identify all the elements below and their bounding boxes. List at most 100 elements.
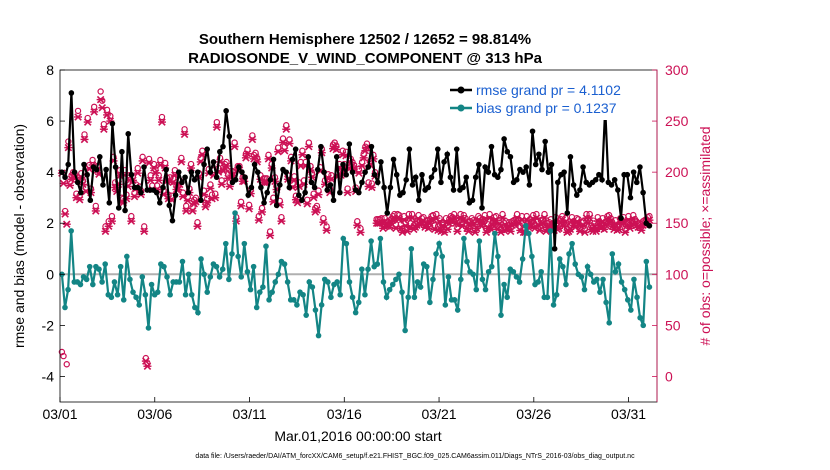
rmse-point xyxy=(299,197,305,204)
bias-point xyxy=(108,294,115,301)
bias-point xyxy=(272,279,279,285)
rmse-point xyxy=(169,217,176,224)
bias-point xyxy=(631,276,637,283)
bias-point xyxy=(522,222,529,229)
bias-point xyxy=(439,253,446,260)
bias-point xyxy=(492,230,498,237)
obs-assimilated-point xyxy=(506,227,515,236)
y-right-tick-label: 250 xyxy=(665,113,689,129)
bias-point xyxy=(68,228,74,234)
legend: rmse grand pr = 4.1102 bias grand pr = 0… xyxy=(446,80,656,120)
obs-assimilated-point xyxy=(585,214,594,222)
footer-data-file: data file: /Users/raeder/DAI/ATM_forcXX/… xyxy=(195,453,635,460)
rmse-point xyxy=(570,182,577,188)
rmse-point xyxy=(277,182,283,188)
bias-point xyxy=(309,284,316,290)
y-axis-right-label: # of obs: o=possible; ×=assimilated xyxy=(697,126,713,345)
obs-possible-point xyxy=(90,103,98,111)
bias-point xyxy=(414,279,421,285)
obs-assimilated-point xyxy=(241,154,250,162)
obs-possible-point xyxy=(499,210,506,218)
obs-assimilated-point xyxy=(535,226,544,235)
obs-possible-point xyxy=(134,164,141,172)
obs-assimilated-point xyxy=(332,145,341,154)
obs-assimilated-point xyxy=(75,195,84,204)
obs-assimilated-point xyxy=(266,231,275,240)
rmse-point xyxy=(248,184,255,191)
rmse-point xyxy=(501,136,507,142)
rmse-point xyxy=(273,202,280,209)
rmse-point xyxy=(564,210,571,216)
rmse-point xyxy=(416,197,422,204)
rmse-point xyxy=(425,184,432,191)
rmse-point xyxy=(532,161,539,168)
bias-point xyxy=(269,289,275,295)
bias-point xyxy=(519,256,526,262)
legend-rmse-marker xyxy=(457,86,465,94)
rmse-point xyxy=(627,194,634,201)
rmse-point xyxy=(371,171,378,178)
obs-possible-point xyxy=(63,361,70,368)
obs-assimilated-point xyxy=(584,219,593,227)
rmse-point xyxy=(498,166,504,173)
bias-point xyxy=(501,281,507,288)
rmse-point xyxy=(270,156,277,163)
bias-point xyxy=(201,271,207,278)
obs-assimilated-point xyxy=(561,218,570,226)
obs-possible-point xyxy=(305,139,313,146)
bias-point xyxy=(226,276,232,283)
obs-possible-point xyxy=(244,146,251,153)
rmse-point xyxy=(608,182,615,188)
obs-assimilated-point xyxy=(61,210,70,218)
rmse-point xyxy=(476,161,482,168)
bias-point xyxy=(359,266,365,273)
rmse-point xyxy=(283,169,289,175)
rmse-point xyxy=(485,169,492,175)
rmse-point xyxy=(245,192,252,198)
x-tick-label: 03/01 xyxy=(42,406,77,422)
obs-possible-point xyxy=(158,113,166,121)
bias-point xyxy=(473,286,480,293)
obs-possible-point xyxy=(84,114,91,122)
rmse-point xyxy=(330,197,337,204)
bias-point xyxy=(192,304,198,311)
rmse-point xyxy=(337,189,343,196)
rmse-point xyxy=(409,182,416,188)
rmse-point xyxy=(141,164,147,170)
rmse-point xyxy=(637,164,643,170)
bias-point xyxy=(349,294,356,301)
bias-point xyxy=(62,304,68,311)
bias-point xyxy=(470,271,476,278)
legend-bias-marker xyxy=(457,104,465,112)
rmse-point xyxy=(175,169,182,175)
rmse-point xyxy=(507,154,514,160)
obs-possible-point xyxy=(299,147,306,154)
rmse-point xyxy=(633,179,640,186)
obs-assimilated-point xyxy=(96,95,105,104)
obs-assimilated-point xyxy=(62,220,71,228)
rmse-point xyxy=(292,146,299,152)
rmse-point xyxy=(412,174,419,181)
rmse-point xyxy=(346,141,353,147)
rmse-point xyxy=(112,164,119,170)
obs-assimilated-point xyxy=(206,184,215,193)
bias-point xyxy=(238,274,245,280)
rmse-point xyxy=(226,133,233,140)
rmse-point xyxy=(122,207,128,214)
obs-assimilated-point xyxy=(354,169,363,177)
rmse-point xyxy=(166,202,173,209)
bias-point xyxy=(284,279,291,285)
rmse-point xyxy=(482,164,488,170)
chart-title-line2: RADIOSONDE_V_WIND_COMPONENT @ 313 hPa xyxy=(188,50,543,67)
bias-point xyxy=(637,314,643,321)
bias-point xyxy=(612,268,619,275)
y-left-tick-label: 2 xyxy=(46,215,54,231)
bias-point xyxy=(355,299,362,306)
bias-point xyxy=(142,291,149,298)
obs-possible-point xyxy=(213,118,221,126)
bias-point xyxy=(340,235,347,242)
obs-assimilated-point xyxy=(59,179,68,188)
obs-possible-point xyxy=(258,204,266,212)
y-right-tick-label: 100 xyxy=(665,266,689,282)
rmse-point xyxy=(555,179,561,186)
